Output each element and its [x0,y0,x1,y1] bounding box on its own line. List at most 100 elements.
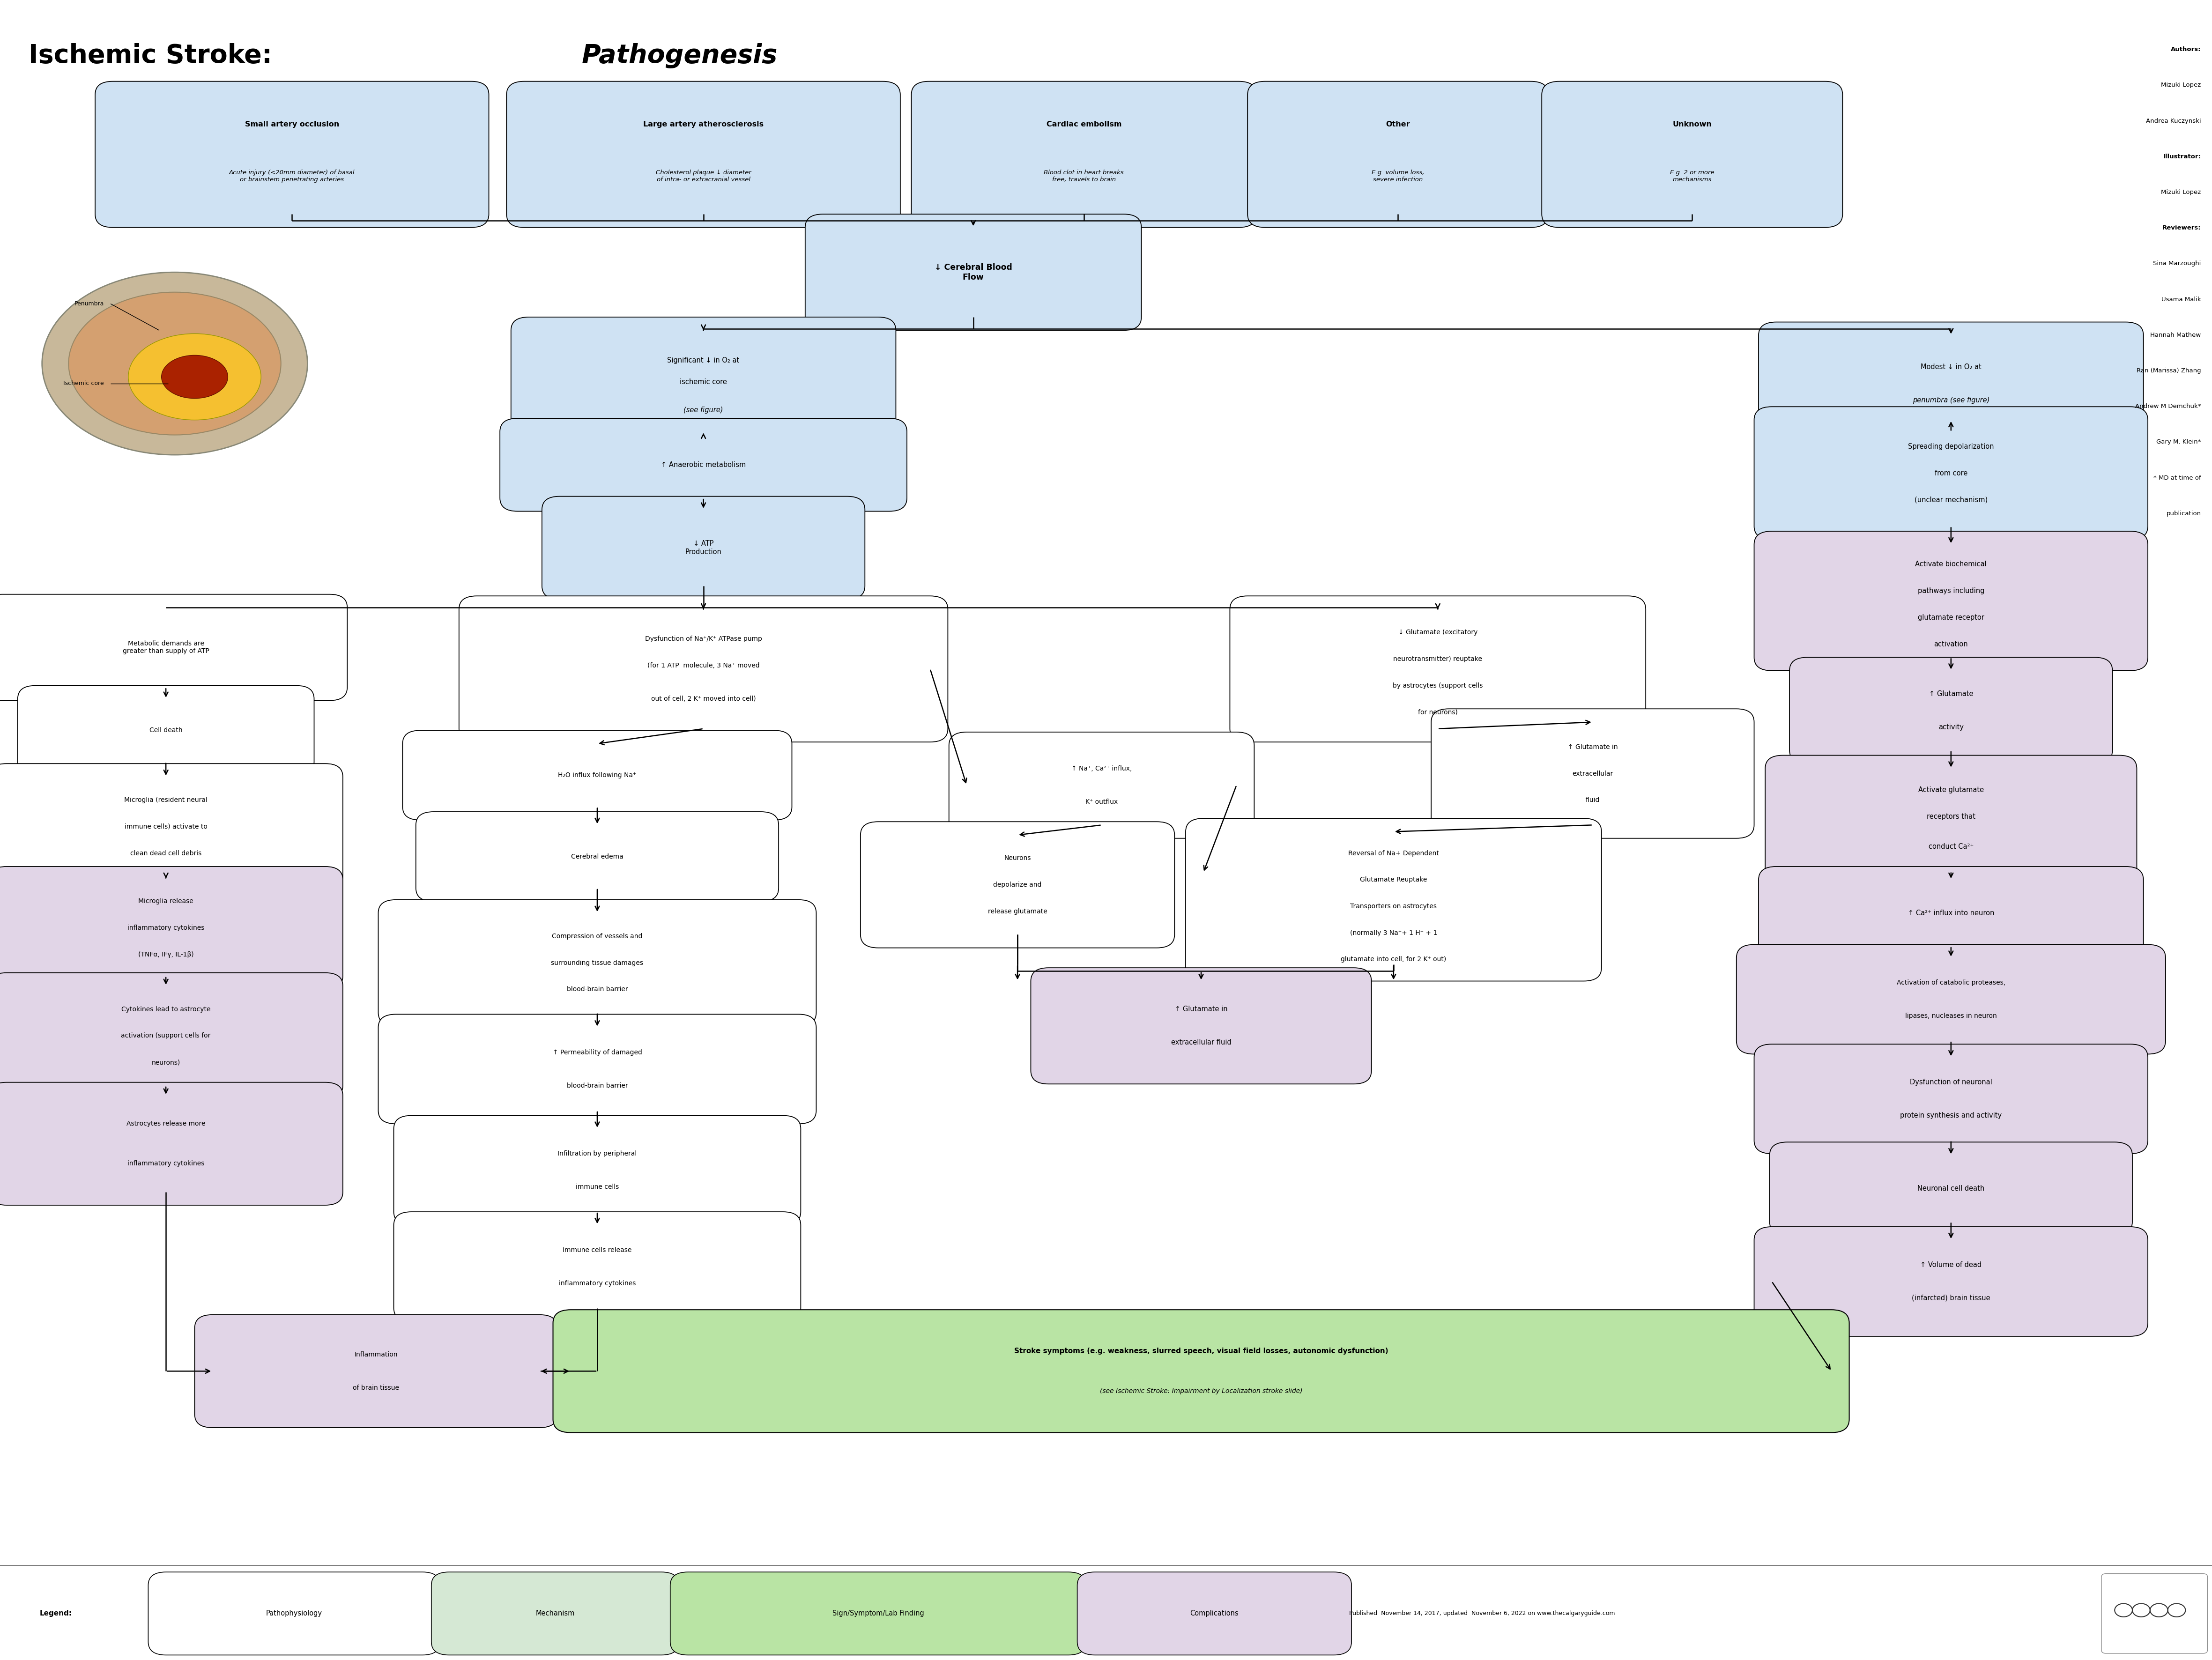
Text: E.g. 2 or more
mechanisms: E.g. 2 or more mechanisms [1670,169,1714,183]
Text: lipases, nucleases in neuron: lipases, nucleases in neuron [1905,1013,1997,1019]
Text: ↑ Volume of dead: ↑ Volume of dead [1920,1262,1982,1268]
FancyBboxPatch shape [1754,407,2148,540]
FancyBboxPatch shape [670,1572,1086,1655]
FancyBboxPatch shape [911,81,1256,227]
Text: Unknown: Unknown [1672,121,1712,128]
FancyBboxPatch shape [0,1082,343,1205]
Text: inflammatory cytokines: inflammatory cytokines [560,1280,635,1286]
FancyBboxPatch shape [542,496,865,599]
FancyBboxPatch shape [0,973,343,1099]
Text: ↑ Na⁺, Ca²⁺ influx,: ↑ Na⁺, Ca²⁺ influx, [1071,765,1133,772]
FancyBboxPatch shape [1754,531,2148,671]
FancyBboxPatch shape [1770,1142,2132,1235]
Text: Large artery atherosclerosis: Large artery atherosclerosis [644,121,763,128]
Text: fluid: fluid [1586,797,1599,803]
Text: Hannah Mathew: Hannah Mathew [2150,332,2201,339]
Text: by astrocytes (support cells: by astrocytes (support cells [1394,682,1482,689]
Text: K⁺ outflux: K⁺ outflux [1086,798,1117,805]
Text: Modest ↓ in O₂ at: Modest ↓ in O₂ at [1920,364,1982,370]
Text: conduct Ca²⁺: conduct Ca²⁺ [1929,843,1973,850]
Ellipse shape [128,334,261,420]
Ellipse shape [42,272,307,455]
FancyBboxPatch shape [1754,1044,2148,1154]
FancyBboxPatch shape [403,730,792,820]
Text: publication: publication [2166,511,2201,516]
Text: Andrea Kuczynski: Andrea Kuczynski [2146,118,2201,124]
Text: Penumbra: Penumbra [75,300,104,307]
Text: * MD at time of: * MD at time of [2152,475,2201,481]
Text: Mechanism: Mechanism [535,1610,575,1617]
Text: blood-brain barrier: blood-brain barrier [566,986,628,993]
Text: inflammatory cytokines: inflammatory cytokines [128,1160,204,1167]
FancyBboxPatch shape [1186,818,1601,981]
FancyBboxPatch shape [1736,945,2166,1054]
Text: Published  November 14, 2017; updated  November 6, 2022 on www.thecalgaryguide.c: Published November 14, 2017; updated Nov… [1349,1610,1615,1617]
Text: Significant ↓ in O₂ at: Significant ↓ in O₂ at [668,357,739,364]
Text: Cholesterol plaque ↓ diameter
of intra- or extracranial vessel: Cholesterol plaque ↓ diameter of intra- … [655,169,752,183]
Text: Astrocytes release more: Astrocytes release more [126,1121,206,1127]
FancyBboxPatch shape [1759,867,2143,959]
Text: ↑ Anaerobic metabolism: ↑ Anaerobic metabolism [661,461,745,468]
Text: ↑ Permeability of damaged: ↑ Permeability of damaged [553,1049,641,1056]
Text: Gary M. Klein*: Gary M. Klein* [2157,440,2201,445]
Text: Stroke symptoms (e.g. weakness, slurred speech, visual field losses, autonomic d: Stroke symptoms (e.g. weakness, slurred … [1013,1348,1389,1355]
FancyBboxPatch shape [1230,596,1646,742]
Text: (for 1 ATP  molecule, 3 Na⁺ moved: (for 1 ATP molecule, 3 Na⁺ moved [648,662,759,669]
FancyBboxPatch shape [431,1572,679,1655]
Text: H₂O influx following Na⁺: H₂O influx following Na⁺ [557,772,637,779]
FancyBboxPatch shape [195,1315,557,1428]
FancyBboxPatch shape [860,822,1175,948]
Text: ↑ Ca²⁺ influx into neuron: ↑ Ca²⁺ influx into neuron [1907,910,1995,916]
Text: E.g. volume loss,
severe infection: E.g. volume loss, severe infection [1371,169,1425,183]
Ellipse shape [69,292,281,435]
Text: activity: activity [1938,724,1964,730]
Text: (infarcted) brain tissue: (infarcted) brain tissue [1911,1295,1991,1301]
FancyBboxPatch shape [148,1572,440,1655]
Text: Illustrator:: Illustrator: [2163,154,2201,159]
FancyBboxPatch shape [511,317,896,450]
Text: (see Ischemic Stroke: Impairment by Localization stroke slide): (see Ischemic Stroke: Impairment by Loca… [1099,1388,1303,1394]
Text: depolarize and: depolarize and [993,881,1042,888]
Text: of brain tissue: of brain tissue [354,1384,398,1391]
FancyBboxPatch shape [1754,1227,2148,1336]
Text: Ischemic Stroke:: Ischemic Stroke: [29,43,281,68]
FancyBboxPatch shape [394,1116,801,1225]
FancyBboxPatch shape [0,594,347,701]
Text: ↑ Glutamate in: ↑ Glutamate in [1568,744,1617,750]
FancyBboxPatch shape [1790,657,2112,764]
Text: for neurons): for neurons) [1418,709,1458,715]
Text: Ischemic core: Ischemic core [64,380,104,387]
Text: from core: from core [1936,470,1966,476]
Text: Immune cells release: Immune cells release [562,1247,633,1253]
Text: Legend:: Legend: [40,1610,73,1617]
Text: Pathophysiology: Pathophysiology [265,1610,323,1617]
Text: ↓ Glutamate (excitatory: ↓ Glutamate (excitatory [1398,629,1478,636]
Text: protein synthesis and activity: protein synthesis and activity [1900,1112,2002,1119]
FancyBboxPatch shape [1542,81,1843,227]
Text: (normally 3 Na⁺+ 1 H⁺ + 1: (normally 3 Na⁺+ 1 H⁺ + 1 [1349,930,1438,936]
FancyBboxPatch shape [2101,1574,2208,1653]
Text: Ran (Marissa) Zhang: Ran (Marissa) Zhang [2137,369,2201,374]
FancyBboxPatch shape [0,867,343,989]
Text: immune cells: immune cells [575,1184,619,1190]
Text: blood-brain barrier: blood-brain barrier [566,1082,628,1089]
Text: Infiltration by peripheral: Infiltration by peripheral [557,1150,637,1157]
Text: Neurons: Neurons [1004,855,1031,862]
Text: Microglia release: Microglia release [139,898,192,905]
Text: activation (support cells for: activation (support cells for [122,1033,210,1039]
Text: Neuronal cell death: Neuronal cell death [1918,1185,1984,1192]
Text: Small artery occlusion: Small artery occlusion [246,121,338,128]
FancyBboxPatch shape [500,418,907,511]
FancyBboxPatch shape [0,764,343,890]
Text: Andrew M Demchuk*: Andrew M Demchuk* [2135,403,2201,410]
Text: activation: activation [1933,641,1969,647]
Text: Pathogenesis: Pathogenesis [582,43,779,68]
Text: inflammatory cytokines: inflammatory cytokines [128,925,204,931]
Text: Activate glutamate: Activate glutamate [1918,787,1984,793]
Text: ↑ Glutamate: ↑ Glutamate [1929,691,1973,697]
Text: glutamate into cell, for 2 K⁺ out): glutamate into cell, for 2 K⁺ out) [1340,956,1447,963]
FancyBboxPatch shape [460,596,947,742]
Text: (see figure): (see figure) [684,407,723,413]
Text: Glutamate Reuptake: Glutamate Reuptake [1360,876,1427,883]
Text: Dysfunction of Na⁺/K⁺ ATPase pump: Dysfunction of Na⁺/K⁺ ATPase pump [646,636,761,642]
